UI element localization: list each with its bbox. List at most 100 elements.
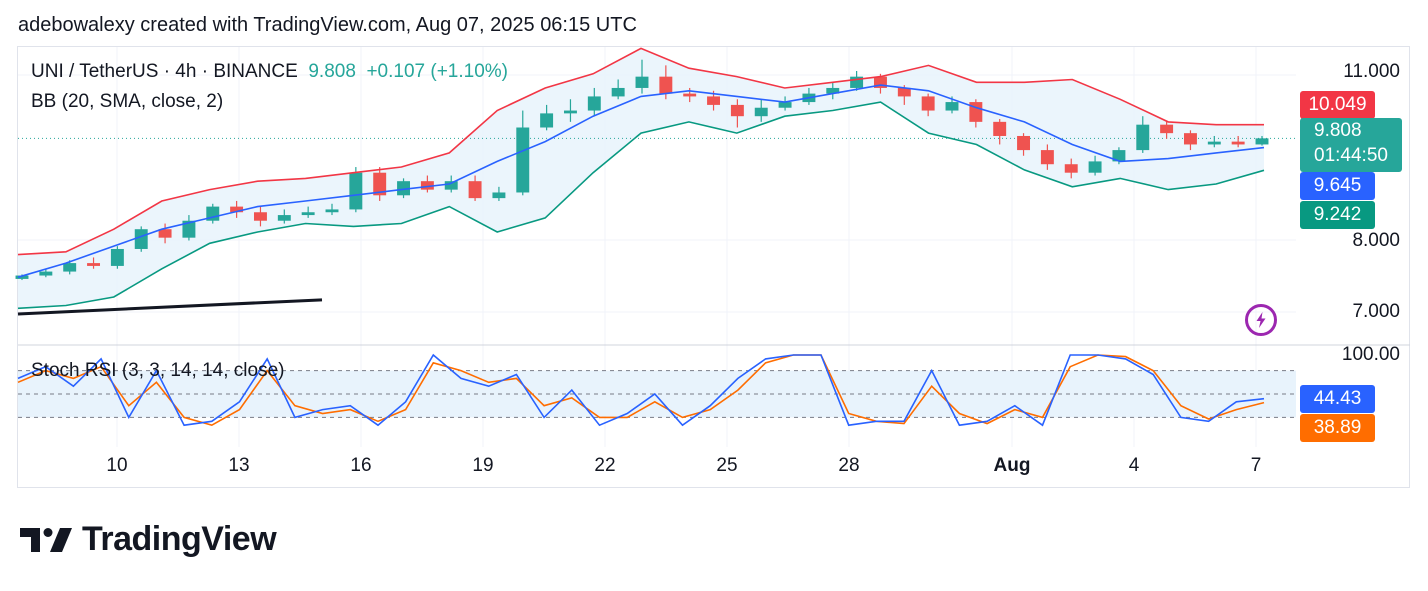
- candle-body: [873, 76, 887, 88]
- candle-body: [277, 215, 291, 221]
- candle-body: [778, 102, 792, 108]
- x-axis-label: 19: [472, 455, 494, 476]
- candle: [635, 59, 649, 94]
- candle-body: [1040, 150, 1054, 165]
- candle: [1255, 135, 1269, 146]
- stoch-axis-label-100: 100.00: [1341, 344, 1400, 365]
- candle: [158, 223, 172, 244]
- candle: [110, 246, 124, 269]
- candle-body: [1207, 141, 1221, 145]
- candle: [206, 203, 220, 224]
- candle: [1183, 130, 1197, 151]
- candle: [87, 257, 101, 269]
- x-axis-label: 4: [1128, 455, 1140, 476]
- candle-body: [230, 206, 244, 213]
- chart-caption: adebowalexy created with TradingView.com…: [18, 14, 637, 36]
- trendline: [17, 298, 323, 316]
- bb-lower-tag: 9.242: [1300, 201, 1375, 229]
- candle-body: [516, 127, 530, 193]
- candle-body: [373, 172, 387, 196]
- candle: [611, 79, 625, 100]
- candle: [754, 99, 768, 122]
- x-axis-label: 7: [1250, 455, 1262, 476]
- x-axis-label: 16: [350, 455, 372, 476]
- candle: [921, 93, 935, 117]
- symbol-title[interactable]: UNI / TetherUS · 4h · BINANCE: [31, 61, 298, 82]
- candle-body: [754, 107, 768, 117]
- candle-body: [397, 181, 411, 196]
- candle-body: [1183, 133, 1197, 145]
- candle: [563, 99, 577, 122]
- candle: [397, 178, 411, 199]
- candle-body: [850, 76, 864, 88]
- bar-countdown: 01:44:50: [1314, 145, 1388, 166]
- candle-body: [993, 121, 1007, 136]
- candle: [492, 186, 506, 201]
- candle: [373, 167, 387, 201]
- candle-body: [659, 76, 673, 94]
- last-price-value: 9.808: [1314, 120, 1362, 141]
- candle-body: [1112, 150, 1126, 162]
- price-axis-label-7: 7.000: [1352, 301, 1400, 322]
- lightning-icon[interactable]: [1245, 304, 1277, 336]
- candle-body: [707, 96, 721, 105]
- candle-body: [492, 192, 506, 199]
- x-axis-label: 13: [228, 455, 250, 476]
- candle-body: [325, 209, 339, 213]
- candle-body: [635, 76, 649, 88]
- candle-body: [1017, 135, 1031, 151]
- candle-body: [730, 104, 744, 117]
- candle: [1088, 155, 1102, 176]
- candle-body: [158, 229, 172, 238]
- stoch-k-tag: 44.43: [1300, 385, 1375, 413]
- candle: [826, 82, 840, 100]
- stoch-k-line: [17, 353, 1265, 427]
- candle: [516, 110, 530, 196]
- candle-body: [39, 271, 53, 276]
- x-axis-label-month: Aug: [993, 455, 1031, 476]
- symbol-legend[interactable]: UNI / TetherUS · 4h · BINANCE 9.808 +0.1…: [31, 61, 508, 83]
- tradingview-logo[interactable]: TradingView: [20, 520, 277, 559]
- candle: [778, 96, 792, 111]
- candle: [253, 206, 267, 227]
- candle-body: [1136, 124, 1150, 151]
- candle-body: [15, 275, 29, 279]
- candle: [444, 175, 458, 193]
- candle: [277, 209, 291, 224]
- candle-body: [897, 87, 911, 97]
- stoch-d-tag: 38.89: [1300, 414, 1375, 442]
- candle: [730, 99, 744, 128]
- candle-body: [540, 113, 554, 128]
- candle: [325, 203, 339, 216]
- stoch-rsi-legend[interactable]: Stoch RSI (3, 3, 14, 14, close): [31, 360, 285, 381]
- candle-body: [1231, 141, 1245, 145]
- candle-body: [826, 87, 840, 94]
- candle: [1040, 144, 1054, 170]
- bb-upper-tag: 10.049: [1300, 91, 1375, 119]
- candle-body: [110, 248, 124, 266]
- candle-body: [349, 172, 363, 210]
- candle-body: [87, 263, 101, 266]
- candle: [993, 119, 1007, 145]
- candle-body: [611, 87, 625, 97]
- candle-body: [63, 263, 77, 272]
- candle-body: [683, 93, 697, 97]
- candle: [349, 167, 363, 213]
- candle-body: [1064, 164, 1078, 173]
- bb-basis-line: [17, 84, 1265, 278]
- candle: [1160, 121, 1174, 139]
- x-axis-label: 25: [716, 455, 738, 476]
- last-price-tag: 9.808 01:44:50: [1300, 118, 1402, 172]
- x-axis-label: 22: [594, 455, 616, 476]
- bollinger-legend[interactable]: BB (20, SMA, close, 2): [31, 91, 224, 112]
- bb-upper-line: [17, 47, 1264, 256]
- candle-body: [301, 212, 315, 216]
- candle: [1017, 133, 1031, 156]
- candle: [301, 206, 315, 218]
- candle: [39, 268, 53, 278]
- candle-body: [945, 102, 959, 111]
- bb-basis-tag: 9.645: [1300, 172, 1375, 200]
- price-axis-label-8: 8.000: [1352, 230, 1400, 251]
- candle: [540, 104, 554, 131]
